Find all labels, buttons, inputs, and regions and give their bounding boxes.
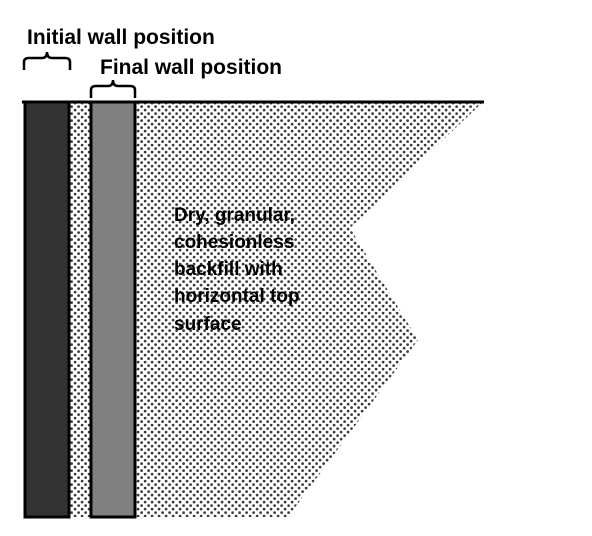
initial-wall-bracket <box>22 51 72 70</box>
final-wall-label: Final wall position <box>100 56 282 79</box>
backfill-label-line: cohesionless <box>174 232 294 253</box>
backfill-label-line: surface <box>174 314 242 335</box>
backfill-label-line: backfill with <box>174 259 283 280</box>
initial-wall-label: Initial wall position <box>27 26 215 49</box>
final-wall-bracket <box>89 79 137 98</box>
initial-wall <box>23 100 71 519</box>
backfill-label-line: horizontal top <box>174 286 300 307</box>
final-wall <box>89 100 137 519</box>
backfill-description: Dry, granular, cohesionless backfill wit… <box>174 205 300 335</box>
backfill-label-line: Dry, granular, <box>174 205 295 226</box>
backfill-soil <box>70 101 484 517</box>
